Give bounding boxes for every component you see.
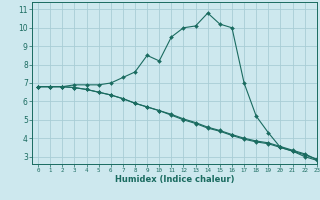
X-axis label: Humidex (Indice chaleur): Humidex (Indice chaleur) — [115, 175, 234, 184]
